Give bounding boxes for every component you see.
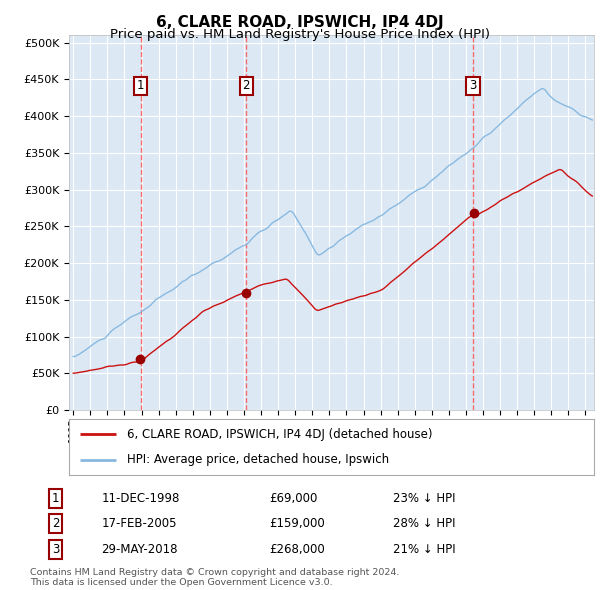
- Text: 3: 3: [469, 80, 476, 93]
- Text: 1: 1: [52, 491, 59, 504]
- Text: 23% ↓ HPI: 23% ↓ HPI: [393, 491, 455, 504]
- Text: £69,000: £69,000: [269, 491, 317, 504]
- Text: 17-FEB-2005: 17-FEB-2005: [101, 517, 177, 530]
- Text: £159,000: £159,000: [269, 517, 325, 530]
- Text: 2: 2: [52, 517, 59, 530]
- Text: 29-MAY-2018: 29-MAY-2018: [101, 543, 178, 556]
- Text: 21% ↓ HPI: 21% ↓ HPI: [393, 543, 455, 556]
- Text: 3: 3: [52, 543, 59, 556]
- Text: £268,000: £268,000: [269, 543, 325, 556]
- Text: 28% ↓ HPI: 28% ↓ HPI: [393, 517, 455, 530]
- Text: Price paid vs. HM Land Registry's House Price Index (HPI): Price paid vs. HM Land Registry's House …: [110, 28, 490, 41]
- Text: 2: 2: [242, 80, 250, 93]
- Text: HPI: Average price, detached house, Ipswich: HPI: Average price, detached house, Ipsw…: [127, 453, 389, 466]
- Text: 1: 1: [137, 80, 144, 93]
- Text: 6, CLARE ROAD, IPSWICH, IP4 4DJ (detached house): 6, CLARE ROAD, IPSWICH, IP4 4DJ (detache…: [127, 428, 432, 441]
- Text: 6, CLARE ROAD, IPSWICH, IP4 4DJ: 6, CLARE ROAD, IPSWICH, IP4 4DJ: [156, 15, 444, 30]
- Text: 11-DEC-1998: 11-DEC-1998: [101, 491, 180, 504]
- Text: Contains HM Land Registry data © Crown copyright and database right 2024.
This d: Contains HM Land Registry data © Crown c…: [30, 568, 400, 587]
